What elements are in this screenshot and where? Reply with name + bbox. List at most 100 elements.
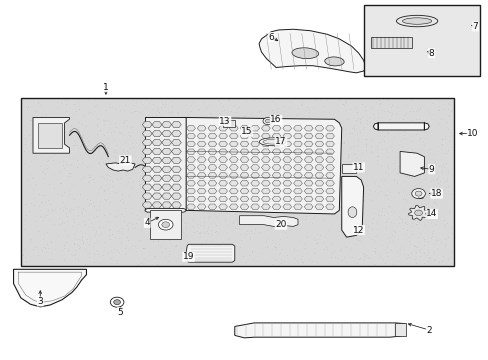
Point <box>305 209 312 215</box>
Point <box>201 130 208 136</box>
Point <box>410 243 418 249</box>
Polygon shape <box>171 130 181 137</box>
Point <box>118 165 125 170</box>
Point <box>113 176 121 182</box>
Point <box>148 163 156 169</box>
Circle shape <box>158 219 173 230</box>
Point <box>329 149 337 155</box>
Point <box>428 111 436 117</box>
Point <box>358 210 366 216</box>
Point <box>440 224 448 229</box>
Point <box>415 116 423 122</box>
Point <box>326 99 334 105</box>
Point <box>297 162 305 168</box>
Point <box>401 110 409 116</box>
Point <box>123 225 131 230</box>
Point <box>383 241 390 247</box>
Point <box>289 188 297 194</box>
Point <box>270 244 278 249</box>
Point <box>360 251 367 257</box>
Point <box>261 178 268 184</box>
Polygon shape <box>152 130 162 137</box>
Point <box>302 233 310 239</box>
Point <box>237 219 244 225</box>
Point <box>200 188 207 194</box>
Polygon shape <box>171 193 181 199</box>
Point <box>394 190 402 196</box>
Point <box>106 236 114 242</box>
Point <box>415 214 423 220</box>
Point <box>309 188 317 194</box>
Point <box>28 118 36 124</box>
Point <box>206 233 214 239</box>
Point <box>424 255 431 261</box>
Point <box>429 257 437 263</box>
Point <box>206 183 214 189</box>
Point <box>174 236 182 242</box>
Point <box>438 161 446 167</box>
Point <box>108 184 116 189</box>
Point <box>38 246 45 252</box>
Point <box>403 175 411 181</box>
Point <box>389 160 397 166</box>
Point <box>165 215 173 221</box>
Point <box>301 213 309 219</box>
Point <box>44 207 52 213</box>
Point <box>258 179 266 184</box>
Point <box>175 205 183 211</box>
Point <box>101 187 109 193</box>
Point <box>157 142 165 148</box>
Point <box>263 156 270 161</box>
Point <box>351 235 359 241</box>
Point <box>309 138 317 143</box>
Point <box>39 217 46 223</box>
Point <box>444 139 452 144</box>
Point <box>181 220 188 226</box>
Point <box>280 225 288 230</box>
Point <box>35 191 43 197</box>
Point <box>295 111 303 116</box>
Point <box>75 106 83 112</box>
Point <box>162 223 170 229</box>
Point <box>406 97 414 103</box>
Point <box>113 228 121 234</box>
Point <box>121 251 128 257</box>
Point <box>236 244 244 250</box>
Point <box>444 112 452 117</box>
Point <box>70 142 78 148</box>
Point <box>232 194 240 199</box>
Point <box>361 141 369 147</box>
Point <box>192 168 200 174</box>
Point <box>222 222 230 228</box>
Circle shape <box>414 191 421 196</box>
Point <box>111 234 119 240</box>
Point <box>257 213 264 219</box>
Polygon shape <box>207 141 216 147</box>
Point <box>405 109 413 114</box>
Point <box>242 180 250 186</box>
Point <box>274 251 282 257</box>
Point <box>441 136 448 141</box>
Point <box>228 187 236 193</box>
Point <box>106 219 114 225</box>
Point <box>35 127 42 133</box>
Point <box>70 138 78 144</box>
Ellipse shape <box>396 15 437 27</box>
Point <box>167 181 175 187</box>
Point <box>238 177 246 183</box>
Point <box>327 137 335 143</box>
Point <box>346 145 354 151</box>
Point <box>155 170 163 175</box>
Point <box>272 123 280 129</box>
Point <box>433 237 441 243</box>
Point <box>428 228 436 234</box>
Point <box>150 232 158 238</box>
Point <box>208 167 216 173</box>
Point <box>137 195 144 201</box>
Point <box>423 119 431 125</box>
Polygon shape <box>283 196 291 202</box>
Point <box>281 178 289 184</box>
Point <box>65 170 73 176</box>
Point <box>426 254 433 260</box>
Point <box>225 207 233 213</box>
